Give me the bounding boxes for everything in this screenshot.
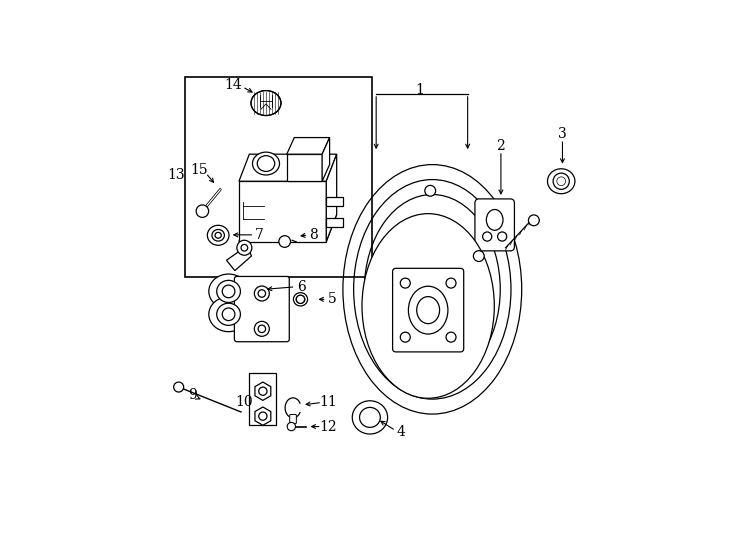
Text: 4: 4	[396, 424, 406, 438]
Text: 8: 8	[310, 228, 318, 242]
Circle shape	[425, 185, 436, 196]
Ellipse shape	[217, 303, 241, 325]
Bar	[185, 77, 372, 277]
Circle shape	[297, 295, 305, 303]
Polygon shape	[327, 218, 343, 227]
Circle shape	[287, 422, 296, 431]
Circle shape	[553, 173, 570, 190]
Text: 15: 15	[191, 163, 208, 177]
Ellipse shape	[212, 230, 225, 241]
Ellipse shape	[352, 401, 388, 434]
Polygon shape	[255, 382, 271, 400]
Polygon shape	[239, 181, 327, 241]
Ellipse shape	[208, 225, 229, 245]
Ellipse shape	[408, 286, 448, 334]
Circle shape	[222, 285, 235, 298]
Circle shape	[557, 177, 566, 186]
Text: 5: 5	[328, 292, 337, 306]
Text: 1: 1	[415, 83, 424, 97]
Circle shape	[400, 332, 410, 342]
Text: 13: 13	[168, 168, 186, 182]
Polygon shape	[327, 197, 343, 206]
Circle shape	[174, 382, 184, 392]
Circle shape	[483, 232, 492, 241]
Text: 3: 3	[558, 127, 567, 141]
FancyBboxPatch shape	[393, 268, 464, 352]
Circle shape	[279, 235, 291, 247]
Text: 11: 11	[319, 395, 337, 409]
Ellipse shape	[417, 296, 440, 323]
Circle shape	[255, 286, 269, 301]
Ellipse shape	[208, 297, 248, 332]
Ellipse shape	[251, 91, 281, 116]
Text: 7: 7	[255, 228, 264, 242]
Circle shape	[259, 412, 267, 420]
Polygon shape	[322, 138, 330, 181]
Polygon shape	[255, 407, 271, 426]
FancyBboxPatch shape	[290, 415, 297, 424]
Bar	[250, 373, 277, 426]
Ellipse shape	[548, 169, 575, 194]
Ellipse shape	[208, 274, 248, 309]
Text: 9: 9	[188, 388, 197, 402]
Circle shape	[400, 278, 410, 288]
FancyBboxPatch shape	[234, 276, 289, 342]
Circle shape	[498, 232, 506, 241]
Polygon shape	[227, 246, 252, 271]
Polygon shape	[287, 154, 322, 181]
Polygon shape	[327, 154, 337, 241]
Circle shape	[241, 245, 247, 251]
Text: 10: 10	[235, 395, 252, 409]
Text: 14: 14	[224, 78, 241, 92]
Circle shape	[222, 308, 235, 321]
Circle shape	[473, 251, 484, 261]
Polygon shape	[287, 138, 330, 154]
FancyBboxPatch shape	[475, 199, 515, 251]
Ellipse shape	[294, 293, 308, 306]
Ellipse shape	[217, 280, 241, 302]
Circle shape	[237, 240, 252, 255]
Ellipse shape	[257, 156, 275, 172]
Circle shape	[255, 321, 269, 336]
Polygon shape	[239, 214, 337, 241]
Ellipse shape	[487, 210, 503, 230]
Ellipse shape	[252, 152, 280, 175]
Text: 2: 2	[496, 139, 505, 153]
Text: 6: 6	[297, 280, 305, 294]
Circle shape	[258, 325, 266, 333]
Circle shape	[528, 215, 539, 226]
Ellipse shape	[360, 407, 380, 427]
Text: 12: 12	[319, 420, 337, 434]
Polygon shape	[239, 154, 337, 181]
Circle shape	[446, 332, 456, 342]
Circle shape	[258, 290, 266, 297]
Circle shape	[196, 205, 208, 218]
Circle shape	[259, 387, 267, 395]
Ellipse shape	[215, 232, 221, 238]
Ellipse shape	[362, 214, 494, 399]
Circle shape	[446, 278, 456, 288]
